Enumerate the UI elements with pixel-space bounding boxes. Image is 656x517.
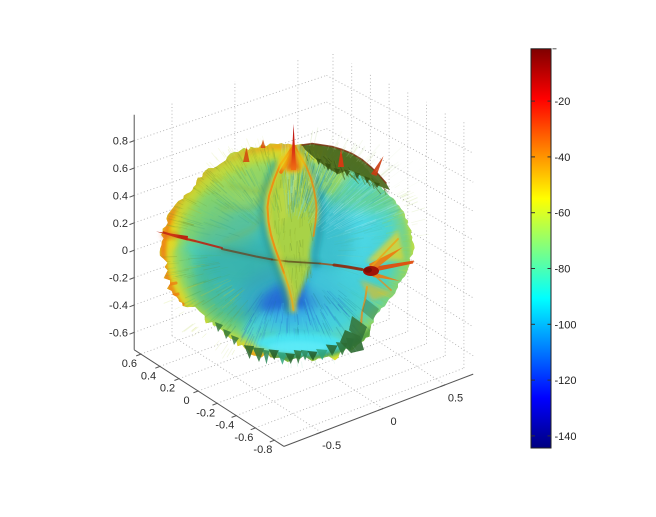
svg-text:-100: -100 (555, 319, 577, 331)
svg-text:-0.6: -0.6 (234, 432, 253, 444)
svg-text:-0.6: -0.6 (109, 327, 128, 339)
svg-text:0.8: 0.8 (113, 136, 128, 148)
svg-text:0: 0 (391, 416, 397, 428)
svg-text:-120: -120 (555, 375, 577, 387)
svg-text:-0.4: -0.4 (215, 420, 234, 432)
svg-text:-140: -140 (555, 431, 577, 443)
svg-text:-0.5: -0.5 (322, 440, 341, 452)
svg-text:-0.2: -0.2 (196, 407, 215, 419)
svg-text:0.4: 0.4 (141, 370, 156, 382)
svg-text:0: 0 (184, 395, 190, 407)
svg-text:0.6: 0.6 (122, 358, 137, 370)
svg-text:0.5: 0.5 (448, 393, 463, 405)
svg-text:0.6: 0.6 (113, 163, 128, 175)
svg-text:-0.4: -0.4 (109, 300, 128, 312)
svg-text:0.4: 0.4 (113, 190, 128, 202)
svg-text:-60: -60 (555, 208, 571, 220)
svg-text:-40: -40 (555, 152, 571, 164)
svg-text:-20: -20 (555, 96, 571, 108)
svg-text:-80: -80 (555, 264, 571, 276)
svg-text:0: 0 (122, 245, 128, 257)
svg-text:-0.2: -0.2 (109, 273, 128, 285)
svg-text:0.2: 0.2 (160, 383, 175, 395)
svg-text:-0.8: -0.8 (253, 444, 272, 456)
svg-text:0.2: 0.2 (113, 218, 128, 230)
